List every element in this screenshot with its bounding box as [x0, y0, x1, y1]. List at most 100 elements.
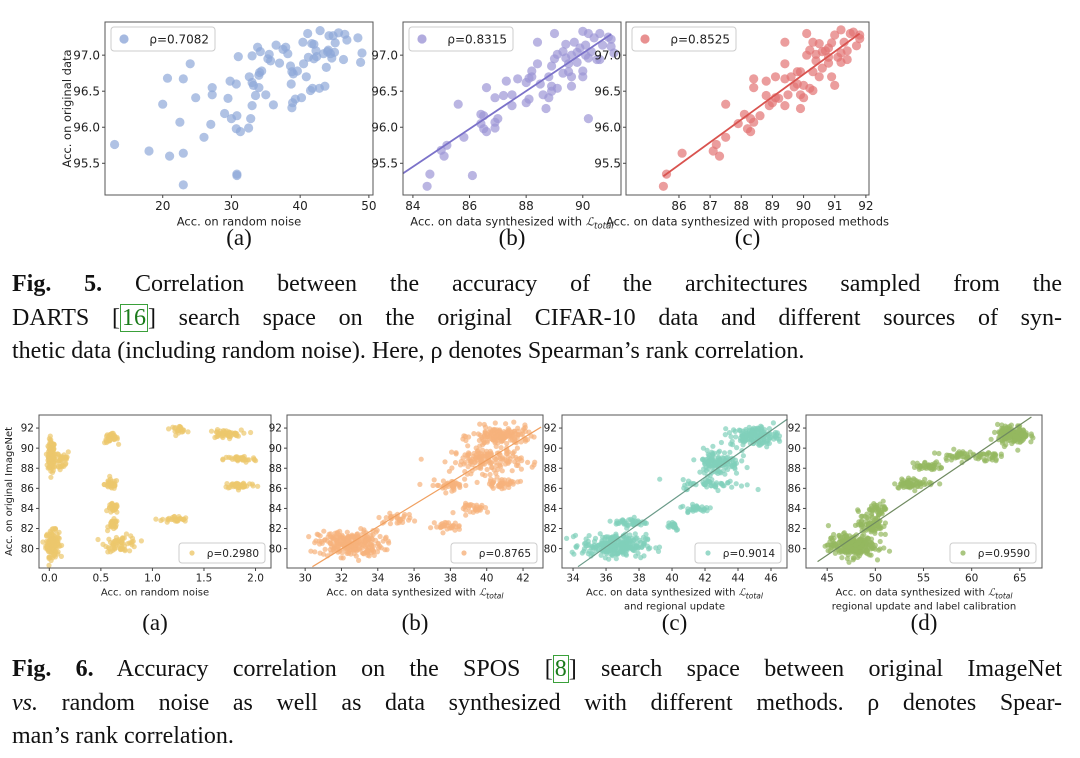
- data-point: [937, 481, 943, 487]
- data-point: [774, 93, 784, 103]
- data-point: [711, 139, 721, 150]
- data-point: [758, 423, 764, 429]
- data-point: [498, 90, 509, 101]
- x-tick-label: 0.0: [41, 573, 58, 585]
- data-point: [1015, 429, 1021, 435]
- data-point: [95, 536, 101, 543]
- data-point: [1028, 439, 1034, 445]
- data-point: [1021, 436, 1027, 442]
- data-point: [593, 548, 599, 554]
- data-point: [517, 478, 524, 484]
- data-point: [720, 468, 727, 474]
- y-tick-label: 96.5: [73, 84, 100, 98]
- data-point: [422, 181, 432, 191]
- chart-fig5a: 20 30 40 50 95.5 96.0 96.5 97.0 Acc. on random n…: [60, 21, 377, 250]
- citation-link[interactable]: 8: [552, 655, 569, 683]
- data-point: [496, 451, 502, 457]
- data-point: [487, 448, 493, 454]
- data-point: [720, 455, 726, 461]
- data-point: [729, 484, 735, 490]
- data-point: [762, 427, 768, 433]
- data-point: [993, 452, 999, 458]
- data-point: [299, 59, 309, 69]
- data-point: [501, 435, 507, 441]
- data-point: [178, 74, 188, 84]
- data-point: [733, 470, 740, 476]
- data-point: [246, 114, 256, 124]
- data-point: [836, 25, 846, 35]
- data-point: [46, 562, 52, 569]
- data-point: [296, 93, 307, 103]
- x-axis-label-text: Acc. on random noise: [177, 215, 301, 229]
- data-point: [375, 541, 381, 547]
- data-point: [394, 520, 400, 526]
- legend: ρ=0.9014: [694, 542, 782, 564]
- data-point: [677, 148, 687, 158]
- data-point: [920, 462, 927, 468]
- data-point: [623, 536, 630, 542]
- data-point: [463, 437, 469, 444]
- data-point: [487, 471, 493, 478]
- y-tick-label: 97.0: [594, 48, 621, 62]
- data-point: [482, 424, 489, 430]
- data-point: [224, 481, 230, 487]
- data-point: [509, 468, 515, 474]
- data-point: [767, 434, 773, 440]
- data-point: [206, 119, 216, 129]
- data-point: [842, 54, 852, 65]
- y-tick-label: 92: [544, 423, 557, 435]
- citation-link[interactable]: 16: [119, 303, 148, 332]
- data-point: [449, 449, 455, 455]
- data-point: [944, 452, 950, 458]
- data-point: [871, 501, 877, 507]
- data-point: [875, 506, 881, 512]
- fig5-caption-line: search space on the original CIFAR-10 da…: [155, 304, 1062, 331]
- x-axis-label: Acc. on data synthesized with ℒtotal: [586, 588, 764, 601]
- x-tick-label: 86: [462, 199, 477, 213]
- data-point: [312, 549, 318, 555]
- data-point: [248, 429, 254, 436]
- data-point: [482, 505, 489, 511]
- data-point: [507, 101, 517, 111]
- data-point: [495, 432, 502, 438]
- data-point: [678, 504, 684, 510]
- math-symbol: ℒ: [586, 215, 595, 229]
- data-point: [634, 519, 640, 525]
- data-point: [766, 440, 773, 446]
- x-tick-label: 2.0: [247, 573, 264, 585]
- data-point: [467, 503, 473, 509]
- y-tick-label: 96.0: [594, 120, 621, 134]
- plot-frame: [625, 21, 870, 196]
- data-point: [330, 38, 340, 48]
- x-tick-label: 40: [480, 573, 493, 585]
- y-tick-label: 84: [269, 503, 283, 515]
- data-point: [125, 541, 131, 547]
- x-tick-label: 91: [827, 199, 842, 213]
- data-point: [507, 437, 514, 443]
- data-point: [448, 525, 454, 531]
- legend: ρ=0.7082: [110, 26, 216, 52]
- data-point: [877, 518, 883, 524]
- data-point: [123, 531, 129, 537]
- data-point: [513, 74, 523, 84]
- legend-box: [694, 542, 782, 564]
- data-point: [213, 429, 220, 435]
- legend-box: [450, 542, 538, 564]
- data-point: [713, 484, 719, 490]
- fig5-caption: Fig. 5. Correlation between the accuracy…: [12, 271, 1063, 364]
- data-point: [868, 512, 875, 518]
- data-point: [130, 538, 136, 544]
- x-tick-label: 50: [361, 199, 376, 213]
- data-point: [869, 526, 876, 532]
- data-point: [882, 531, 888, 538]
- data-point: [235, 487, 242, 493]
- data-point: [452, 520, 458, 526]
- y-tick-label: 92: [788, 423, 801, 435]
- data-point: [740, 437, 746, 443]
- data-point: [916, 479, 923, 485]
- data-point: [46, 444, 52, 450]
- panel-label: (b): [499, 225, 526, 250]
- data-point: [503, 451, 509, 457]
- data-point: [344, 550, 350, 557]
- legend: ρ=0.8525: [631, 26, 737, 52]
